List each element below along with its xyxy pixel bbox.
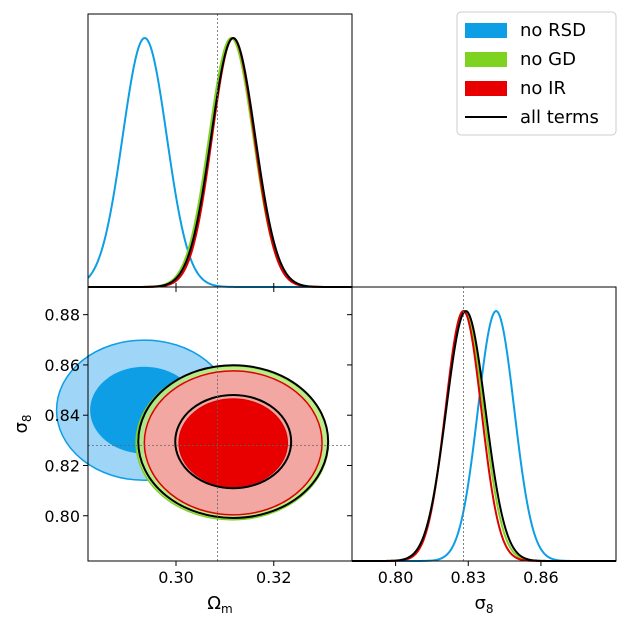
omega-m-posterior-ticks (175, 283, 275, 287)
legend-swatch-no-ir (465, 81, 507, 96)
y-tick-label-sigma8: 0.80 (44, 507, 80, 526)
omega-m-sigma8-contour-panel: 0.30 0.32 0.80 0.82 0.84 0.86 0.88 Ωm σ8 (11, 286, 353, 616)
y-tick-label-sigma8: 0.82 (44, 456, 80, 475)
y-axis-label-sigma8: σ8 (11, 414, 34, 433)
x-tick-label-omega-m: 0.32 (256, 568, 292, 587)
x-tick-label-sigma8: 0.86 (523, 568, 559, 587)
legend-label-no-gd: no GD (520, 49, 576, 70)
contour-ticks: 0.30 0.32 0.80 0.82 0.84 0.86 0.88 (44, 287, 352, 587)
legend-swatch-no-gd (465, 52, 507, 67)
y-tick-label-sigma8: 0.88 (44, 306, 80, 325)
contour-95-all-terms (137, 364, 330, 519)
contour-68-all-terms (174, 393, 293, 490)
sigma8-posterior-frame (351, 286, 617, 562)
x-tick-label-omega-m: 0.30 (158, 568, 194, 587)
sigma8-posterior-ticks: 0.80 0.83 0.86 (378, 561, 559, 587)
sigma8-posterior-panel: 0.80 0.83 0.86 σ8 (351, 286, 617, 616)
x-axis-label-omega-m: Ωm (207, 593, 232, 616)
x-tick-label-sigma8: 0.80 (378, 568, 414, 587)
legend-label-all-terms: all terms (520, 107, 599, 128)
legend-label-no-ir: no IR (520, 78, 566, 99)
legend: no RSD no GD no IR all terms (456, 11, 617, 136)
legend-swatch-no-rsd (465, 23, 507, 38)
x-tick-label-sigma8: 0.83 (450, 568, 486, 587)
contour-68-no-ir (178, 398, 289, 488)
legend-label-no-rsd: no RSD (520, 20, 586, 41)
legend-box (456, 11, 617, 136)
y-tick-label-sigma8: 0.86 (44, 356, 80, 375)
x-axis-label-sigma8: σ8 (474, 593, 493, 616)
y-tick-label-sigma8: 0.84 (44, 406, 80, 425)
